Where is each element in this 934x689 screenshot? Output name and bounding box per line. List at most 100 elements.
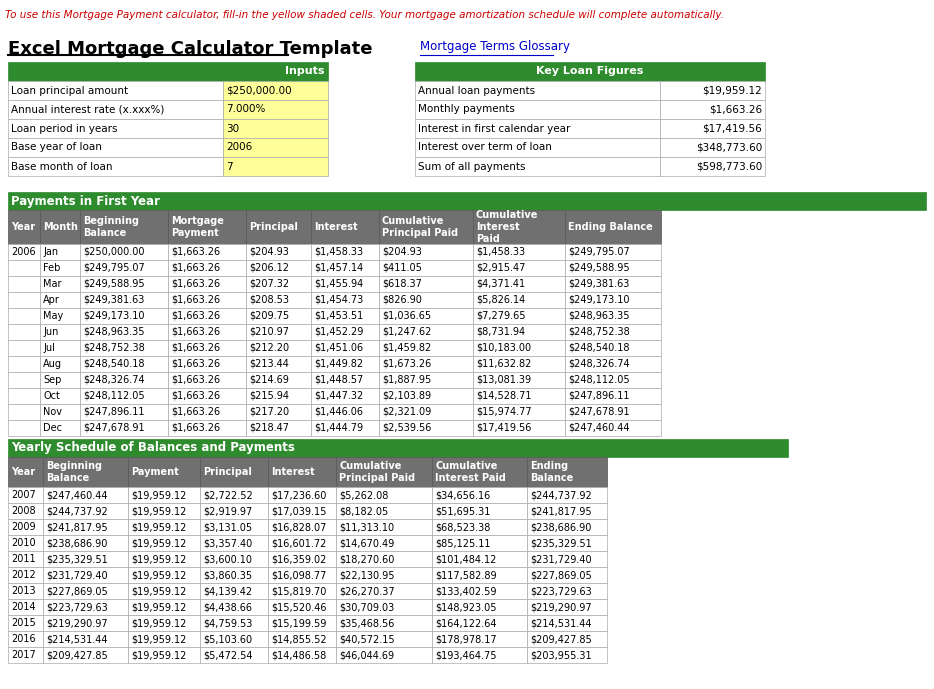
Bar [473, 244, 565, 260]
Text: Principal: Principal [203, 467, 252, 477]
Text: $247,678.91: $247,678.91 [83, 423, 145, 433]
Bar [168, 292, 246, 308]
Bar [200, 647, 268, 663]
Bar [200, 599, 268, 615]
Bar [432, 487, 527, 503]
Bar [565, 210, 661, 244]
Text: $1,663.26: $1,663.26 [171, 295, 220, 305]
Text: $227,869.05: $227,869.05 [530, 570, 592, 580]
Bar [246, 324, 311, 340]
Bar [336, 631, 432, 647]
Bar [415, 100, 660, 119]
Text: $51,695.31: $51,695.31 [435, 506, 490, 516]
Text: $16,359.02: $16,359.02 [271, 554, 326, 564]
Bar [311, 340, 379, 356]
Bar [473, 404, 565, 420]
Bar [43, 457, 128, 487]
Bar [43, 599, 128, 615]
Bar [246, 340, 311, 356]
Text: $15,819.70: $15,819.70 [271, 586, 326, 596]
Bar [311, 404, 379, 420]
Text: $1,247.62: $1,247.62 [382, 327, 432, 337]
Text: Mar: Mar [43, 279, 62, 289]
Bar [80, 292, 168, 308]
Text: $1,663.26: $1,663.26 [171, 359, 220, 369]
Bar [8, 210, 40, 244]
Text: Ending
Balance: Ending Balance [530, 461, 573, 483]
Bar [336, 519, 432, 535]
Bar [527, 647, 607, 663]
Bar [336, 503, 432, 519]
Bar [43, 487, 128, 503]
Bar [40, 276, 80, 292]
Text: $19,959.12: $19,959.12 [131, 506, 187, 516]
Bar [200, 631, 268, 647]
Text: 2013: 2013 [11, 586, 35, 596]
Bar [565, 308, 661, 324]
Text: Nov: Nov [43, 407, 62, 417]
Text: $1,454.73: $1,454.73 [314, 295, 363, 305]
Text: $1,458.33: $1,458.33 [476, 247, 525, 257]
Text: Interest in first calendar year: Interest in first calendar year [418, 123, 571, 134]
Bar [379, 210, 473, 244]
Text: 2008: 2008 [11, 506, 35, 516]
Bar [128, 615, 200, 631]
Text: $215.94: $215.94 [249, 391, 289, 401]
Bar [246, 404, 311, 420]
Text: $11,632.82: $11,632.82 [476, 359, 531, 369]
Bar [268, 503, 336, 519]
Bar [8, 647, 43, 663]
Bar [246, 372, 311, 388]
Text: $1,663.26: $1,663.26 [171, 407, 220, 417]
Text: $17,419.56: $17,419.56 [702, 123, 762, 134]
Text: 2015: 2015 [11, 618, 35, 628]
Bar [40, 292, 80, 308]
Text: $826.90: $826.90 [382, 295, 422, 305]
Text: $249,588.95: $249,588.95 [568, 263, 630, 273]
Bar [565, 276, 661, 292]
Bar [379, 308, 473, 324]
Bar [40, 210, 80, 244]
Text: $247,460.44: $247,460.44 [46, 490, 107, 500]
Bar [311, 276, 379, 292]
Bar [432, 567, 527, 583]
Bar [379, 260, 473, 276]
Text: $249,381.63: $249,381.63 [568, 279, 630, 289]
Text: $249,588.95: $249,588.95 [83, 279, 145, 289]
Bar [80, 244, 168, 260]
Text: Cumulative
Principal Paid: Cumulative Principal Paid [339, 461, 415, 483]
Bar [660, 119, 765, 138]
Text: $1,663.26: $1,663.26 [171, 391, 220, 401]
Text: $214,531.44: $214,531.44 [46, 634, 107, 644]
Text: $13,081.39: $13,081.39 [476, 375, 531, 385]
Bar [8, 535, 43, 551]
Text: Month: Month [43, 222, 78, 232]
Text: Feb: Feb [43, 263, 61, 273]
Text: $68,523.38: $68,523.38 [435, 522, 490, 532]
Bar [246, 260, 311, 276]
Bar [168, 276, 246, 292]
Text: $19,959.12: $19,959.12 [131, 538, 187, 548]
Text: $248,540.18: $248,540.18 [83, 359, 145, 369]
Text: $1,458.33: $1,458.33 [314, 247, 363, 257]
Text: $209,427.85: $209,427.85 [46, 650, 107, 660]
Bar [246, 292, 311, 308]
Bar [565, 324, 661, 340]
Bar [473, 372, 565, 388]
Text: 2017: 2017 [11, 650, 35, 660]
Bar [168, 340, 246, 356]
Bar [128, 631, 200, 647]
Bar [8, 192, 926, 210]
Bar [43, 503, 128, 519]
Text: $1,673.26: $1,673.26 [382, 359, 432, 369]
Text: $235,329.51: $235,329.51 [530, 538, 592, 548]
Text: Excel Mortgage Calculator Template: Excel Mortgage Calculator Template [8, 40, 373, 58]
Text: $204.93: $204.93 [249, 247, 289, 257]
Bar [311, 388, 379, 404]
Text: Principal: Principal [249, 222, 298, 232]
Bar [268, 647, 336, 663]
Bar [311, 210, 379, 244]
Bar [565, 388, 661, 404]
Bar [527, 583, 607, 599]
Text: $218.47: $218.47 [249, 423, 289, 433]
